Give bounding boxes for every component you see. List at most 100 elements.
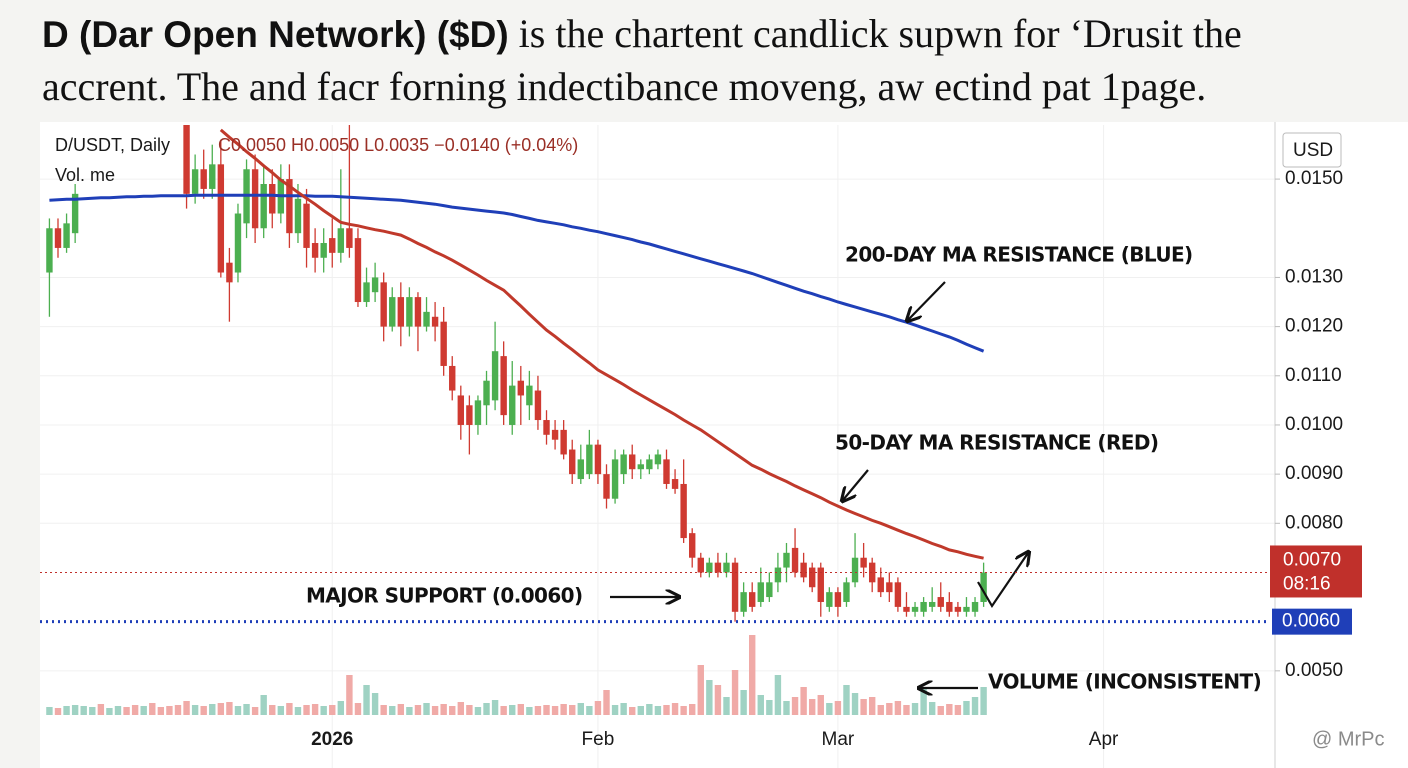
candle-body <box>757 582 764 602</box>
volume-bar <box>89 707 96 715</box>
volume-bar <box>114 706 122 715</box>
volume-bar <box>209 704 216 715</box>
headline-bold: D (Dar Open Network) ($D) <box>42 14 509 55</box>
candle-body <box>286 179 293 234</box>
volume-bar <box>586 706 593 715</box>
candle-body <box>551 429 559 440</box>
volume-bar <box>106 708 113 715</box>
volume-bar <box>731 670 739 715</box>
volume-bar <box>646 704 653 715</box>
candle-body <box>397 297 405 327</box>
annotation: MAJOR SUPPORT (0.0060) <box>306 584 583 608</box>
candle-body <box>320 243 327 258</box>
candle-body <box>937 597 944 607</box>
moving-average-line <box>49 193 985 353</box>
candle-body <box>54 228 62 248</box>
volume-bar <box>774 675 782 715</box>
arrow <box>977 553 1028 609</box>
candle-body <box>783 552 790 568</box>
volume-bar <box>629 707 636 715</box>
y-tick-label: 0.0150 <box>1285 168 1343 189</box>
watermark: @ MrPc <box>1312 728 1385 750</box>
volume-bar <box>423 703 430 715</box>
candle-body <box>440 321 447 366</box>
candle-body <box>363 282 370 303</box>
candle-body <box>954 606 962 612</box>
volume-bar <box>457 702 465 715</box>
volume-bar <box>337 701 345 715</box>
candle-body <box>680 483 687 539</box>
x-tick-label: Apr <box>1089 729 1119 750</box>
candle-body <box>808 567 816 588</box>
volume-bar <box>706 680 713 715</box>
candle-body <box>817 567 824 602</box>
volume-bar <box>791 697 799 715</box>
candle-body <box>191 169 199 194</box>
price-label: 0.0070 <box>1283 549 1341 570</box>
volume-bar <box>234 706 242 715</box>
volume-bar <box>123 707 130 715</box>
price-axis: USD 0.0050 0.0080 0.0090 0.0100 0.0110 0.0120… <box>1274 122 1343 768</box>
candle-body <box>920 601 927 612</box>
volume-bar <box>54 708 62 715</box>
volume-bar <box>200 706 207 715</box>
candle-body <box>971 601 979 612</box>
volume-bar <box>697 665 704 715</box>
volume-bar <box>389 706 396 715</box>
volume-bar <box>431 706 439 715</box>
volume-bar <box>286 703 293 715</box>
volume-bar <box>500 706 507 715</box>
volume-bar <box>911 703 919 715</box>
candle-body <box>637 464 644 470</box>
candle-body <box>457 395 465 425</box>
headline-line-2: accrent. The and facr forning indectiban… <box>42 64 1206 109</box>
volume-bar <box>611 705 619 715</box>
volume-bar <box>517 704 525 715</box>
price-box <box>1270 545 1362 598</box>
volume-bar <box>920 687 927 715</box>
volume-bar <box>603 690 610 715</box>
volume-bar <box>217 703 225 715</box>
candle-body <box>337 228 345 253</box>
candle-body <box>723 562 730 573</box>
volume-bar <box>294 707 302 715</box>
volume-bar <box>191 705 199 715</box>
candle-body <box>431 316 439 327</box>
candle-body <box>749 592 756 607</box>
candle-body <box>851 557 859 583</box>
volume-bar <box>757 695 764 715</box>
volume-bar <box>157 707 165 715</box>
candle-body <box>200 169 207 189</box>
volume-bar <box>749 635 756 715</box>
candle-body <box>260 184 267 229</box>
candle-body <box>740 592 747 612</box>
candle-body <box>251 169 259 229</box>
volume-bar <box>851 693 859 715</box>
candle-body <box>449 365 456 391</box>
candle-body <box>714 562 722 573</box>
candle-body <box>774 567 782 583</box>
volume-bar <box>80 706 87 715</box>
arrow <box>908 281 946 320</box>
volume-bar <box>526 707 533 715</box>
candle-body <box>868 562 876 583</box>
annotation: 50-DAY MA RESISTANCE (RED) <box>835 431 1158 455</box>
volume-bar <box>474 707 482 715</box>
volume-bar <box>543 705 550 715</box>
volume-bar <box>637 706 644 715</box>
arrow <box>843 469 869 500</box>
volume-bar <box>346 675 353 715</box>
volume-bar <box>663 705 670 715</box>
candle-body <box>766 582 773 598</box>
volume-bar <box>226 702 233 715</box>
ohlc-legend: C0.0050 H0.0050 L0.0035 −0.0140 (+0.04%) <box>218 135 578 155</box>
volume-bar <box>714 685 722 715</box>
price-box <box>1272 608 1352 635</box>
volume-bar <box>380 705 387 715</box>
candle-body <box>903 606 910 612</box>
candle-body <box>689 533 696 558</box>
volume-bar <box>131 705 139 715</box>
volume-bar <box>723 697 730 715</box>
candle-body <box>886 582 893 593</box>
